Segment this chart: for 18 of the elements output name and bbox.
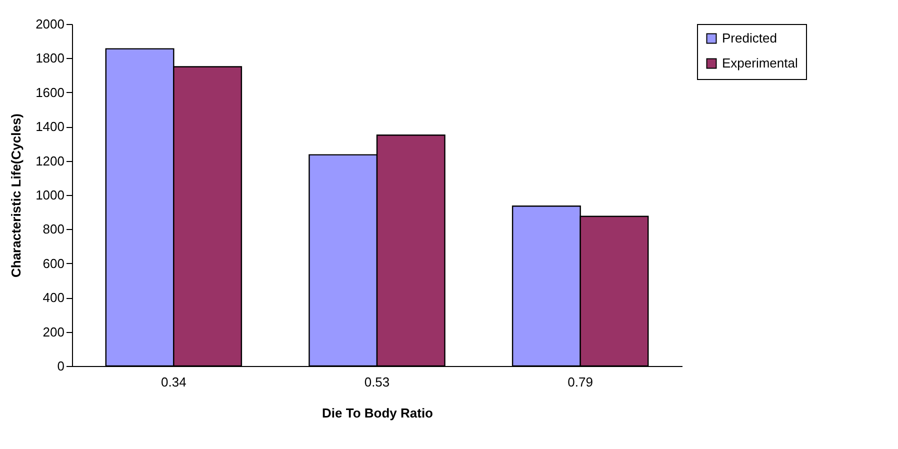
y-tick-label: 1400	[36, 119, 64, 134]
y-tick-label: 400	[42, 290, 64, 306]
y-tick-label: 1000	[36, 188, 64, 202]
y-tick-label: 1600	[36, 84, 64, 100]
y-axis-title: Characteristic Life(Cycles)	[8, 113, 24, 278]
y-tick-label: 800	[42, 222, 64, 237]
y-tick-label: 200	[42, 324, 64, 340]
x-tick-label: 0.34	[161, 374, 186, 390]
y-tick-label: 1800	[36, 50, 64, 66]
x-tick-label: 0.53	[364, 374, 390, 390]
legend-label: Predicted	[722, 30, 777, 46]
y-tick-label: 600	[42, 256, 64, 271]
y-tick-label: 0	[57, 358, 64, 374]
x-tick-label: 0.79	[568, 374, 593, 390]
y-tick-label: 2000	[36, 16, 64, 32]
legend-label: Experimental	[722, 56, 798, 70]
y-tick-label: 1200	[36, 153, 64, 168]
x-axis-title: Die To Body Ratio	[322, 406, 434, 420]
